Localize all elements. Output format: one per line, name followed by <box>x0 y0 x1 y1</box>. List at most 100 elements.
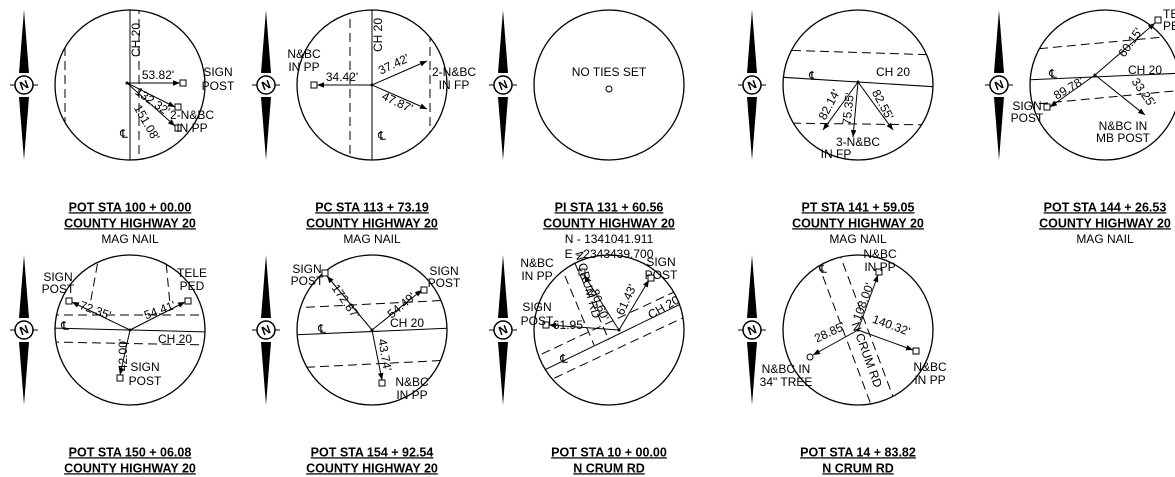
tie-label: ℄ <box>60 319 69 333</box>
station-caption: PI STA 131 + 60.56 <box>555 200 664 214</box>
north-arrow-top <box>498 10 508 73</box>
tie-label: 108.00' <box>850 281 876 322</box>
north-arrow-top <box>261 10 271 73</box>
station-caption: POT STA 154 + 92.54 <box>311 445 434 459</box>
tie-label: 53.82' <box>142 68 174 82</box>
road-caption: COUNTY HIGHWAY 20 <box>64 461 196 475</box>
tie-label: ℄ <box>377 129 386 143</box>
station-caption: PT STA 141 + 59.05 <box>802 200 915 214</box>
tie-label: 34.42' <box>326 70 358 84</box>
tie-label: SIGN <box>522 300 551 314</box>
tie-label: IN PP <box>864 260 895 274</box>
tie-label: POST <box>521 314 554 328</box>
north-arrow-bottom <box>19 97 29 160</box>
tie-marker <box>311 82 317 88</box>
north-arrow-bottom <box>498 97 508 160</box>
dashed-line <box>778 50 938 55</box>
caption-note: MAG NAIL <box>101 232 159 246</box>
caption-note: N - 1341041.911 <box>565 232 654 246</box>
north-arrow-bottom <box>19 342 29 405</box>
station-caption: POT STA 144 + 26.53 <box>1044 200 1167 214</box>
road-lines <box>65 5 139 165</box>
north-arrow-bottom <box>261 97 271 160</box>
north-arrow-bottom <box>261 342 271 405</box>
station-point <box>129 329 132 332</box>
tie-label: CH 20 <box>371 18 385 52</box>
north-arrow-top <box>261 255 271 318</box>
tie-label: IN PP <box>521 269 552 283</box>
tie-label: TELE <box>177 266 207 280</box>
tie-label: N&BC <box>395 375 429 389</box>
road-caption: COUNTY HIGHWAY 20 <box>1039 216 1171 230</box>
tie-label: ℄ <box>559 352 568 366</box>
tie-label: POST <box>42 282 75 296</box>
caption-note: MAG NAIL <box>1076 232 1134 246</box>
north-arrow-top <box>19 255 29 318</box>
dashed-line <box>165 250 170 305</box>
tie-label: ℄ <box>808 69 817 83</box>
tie-label: IN PP <box>288 60 319 74</box>
tie-marker <box>913 348 919 354</box>
point-symbol <box>606 86 612 92</box>
tie-sheet: CH 2053.82'SIGNPOST132.32'2-N&BCIN PP151… <box>0 0 1175 477</box>
tie-marker <box>180 80 186 86</box>
north-arrow: N <box>985 10 1013 160</box>
station-caption: POT STA 150 + 06.08 <box>69 445 192 459</box>
station-caption: PC STA 113 + 73.19 <box>315 200 429 214</box>
tie-label: 82.55' <box>869 87 897 122</box>
road-caption: N CRUM RD <box>573 461 645 475</box>
tie-label: 72.35' <box>78 298 113 322</box>
caption-note: MAG NAIL <box>829 232 887 246</box>
tie-label: NO TIES SET <box>572 65 647 79</box>
north-arrow-bottom <box>747 342 757 405</box>
caption-note: MAG NAIL <box>343 232 401 246</box>
tie-label: N CRUM RD <box>848 320 885 390</box>
tie-label: POST <box>428 276 461 290</box>
north-arrow: N <box>489 255 517 405</box>
tie-label: 2-N&BC <box>170 108 214 122</box>
north-arrow: N <box>252 255 280 405</box>
tie-label: CH 20 <box>390 316 424 330</box>
north-arrow-top <box>19 10 29 73</box>
tie-label: SIGN <box>203 65 232 79</box>
dashed-line <box>778 123 938 125</box>
tie-label: ℄ <box>317 322 326 336</box>
tie-label: POST <box>202 79 235 93</box>
tie-label: N&BC <box>863 247 897 261</box>
tie-label: SIGN <box>130 360 159 374</box>
north-arrow-top <box>994 10 1004 73</box>
station-point <box>618 329 621 332</box>
tie-label: 60.15' <box>1115 25 1145 60</box>
tie-label: 54.41' <box>142 298 177 322</box>
page: {"north_symbol": "N", "ties": [ {"labels… <box>0 0 1175 477</box>
tie-label: 43.74' <box>375 338 394 372</box>
tie-label: CH 20 <box>1128 63 1162 77</box>
dashed-line <box>292 360 452 368</box>
station-caption: POT STA 10 + 00.00 <box>551 445 667 459</box>
north-arrow-top <box>747 10 757 73</box>
station-point <box>857 81 860 84</box>
station-point <box>1094 74 1097 77</box>
tie-diagram: NO TIES SETN <box>489 10 684 160</box>
tie-label: 28.85' <box>812 319 847 345</box>
tie-diagram: SIGNPOSTTELEPED72.35'54.41'℄CH 2042.00'S… <box>10 250 210 405</box>
tie-marker <box>117 375 123 381</box>
tie-label: CH 20 <box>158 332 192 346</box>
north-arrow-bottom <box>747 97 757 160</box>
road-caption: COUNTY HIGHWAY 20 <box>543 216 675 230</box>
dashed-line <box>90 250 100 305</box>
tie-label: IN FP <box>439 78 470 92</box>
tie-marker <box>1044 104 1050 110</box>
tie-label: IN PP <box>396 388 427 402</box>
north-arrow-bottom <box>994 97 1004 160</box>
station-caption: POT STA 100 + 00.00 <box>69 200 192 214</box>
north-arrow: N <box>10 10 38 160</box>
point-symbol <box>807 354 813 360</box>
tie-label: 82.14' <box>815 87 843 122</box>
tie-marker <box>1155 17 1161 23</box>
tie-label: POST <box>645 268 678 282</box>
tie-label: 34" TREE <box>760 375 813 389</box>
tie-label: N&BC <box>287 47 321 61</box>
